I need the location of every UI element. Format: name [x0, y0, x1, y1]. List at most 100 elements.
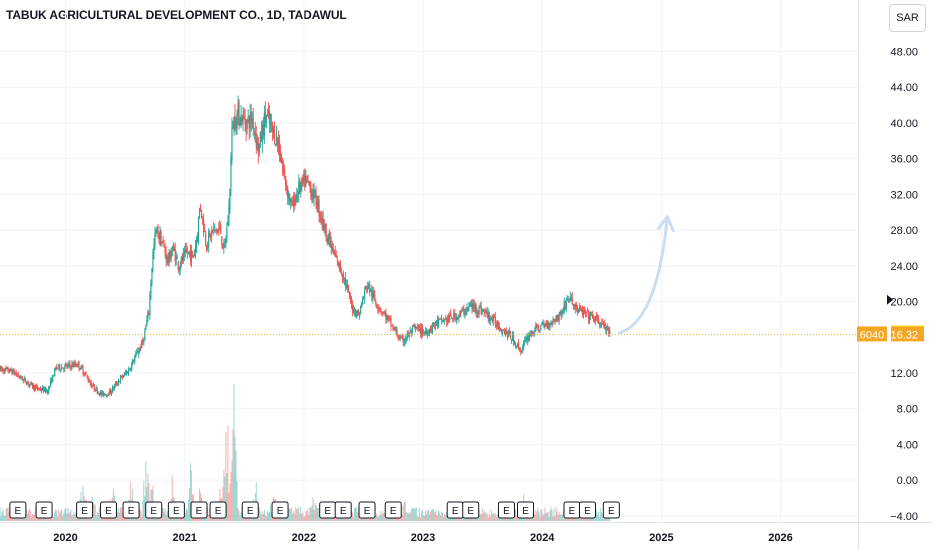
earnings-marker-box	[462, 501, 480, 519]
y-tick-label: 48.00	[890, 47, 918, 59]
earnings-marker[interactable]: E	[99, 501, 117, 519]
earnings-marker[interactable]: E	[497, 501, 515, 519]
candle-body	[148, 313, 150, 314]
candle-body	[355, 314, 358, 315]
earnings-marker[interactable]: E	[122, 501, 140, 519]
earnings-marker-box	[602, 501, 620, 519]
candle-body	[405, 338, 407, 341]
earnings-marker[interactable]: E	[9, 501, 27, 519]
candle-body	[7, 367, 9, 372]
candle-body	[461, 309, 463, 313]
candle-body	[216, 229, 218, 232]
candle-body	[18, 376, 20, 378]
earnings-marker[interactable]: E	[384, 501, 402, 519]
earnings-marker-label: E	[584, 506, 591, 517]
candle-body	[123, 372, 126, 376]
earnings-marker[interactable]: E	[578, 501, 596, 519]
candle-body	[359, 306, 362, 314]
candle-body	[133, 360, 135, 363]
candle-body	[108, 390, 110, 396]
candle-body	[243, 117, 245, 119]
earnings-marker[interactable]: E	[563, 501, 581, 519]
candle-body	[391, 325, 393, 327]
volume-bar	[357, 512, 359, 521]
volume-bar	[34, 507, 36, 521]
volume-bar	[163, 511, 165, 521]
candle-body	[528, 334, 530, 341]
volume-bar	[183, 515, 185, 521]
candle-body	[409, 330, 411, 333]
earnings-marker[interactable]: E	[76, 501, 94, 519]
candle-body	[268, 112, 271, 124]
candle-body	[609, 330, 611, 335]
candle-body	[65, 364, 67, 365]
volume-bar	[229, 483, 231, 521]
candle-body	[73, 362, 75, 366]
candle-body	[127, 371, 129, 374]
candle-body	[138, 351, 140, 355]
earnings-marker-label: E	[215, 506, 222, 517]
earnings-marker[interactable]: E	[334, 501, 352, 519]
earnings-marker[interactable]: E	[446, 501, 464, 519]
earnings-marker[interactable]: E	[209, 501, 227, 519]
candle-body	[117, 381, 120, 384]
candle-body	[464, 313, 466, 315]
volume-bar	[260, 514, 262, 521]
volume-bar	[431, 510, 433, 521]
candle-body	[322, 218, 324, 225]
earnings-marker[interactable]: E	[241, 501, 259, 519]
candle-body	[494, 316, 496, 325]
candle-body	[197, 217, 200, 237]
candle-body	[331, 245, 333, 251]
candle-body	[173, 247, 175, 251]
volume-bar	[544, 507, 546, 521]
earnings-marker[interactable]: E	[517, 501, 535, 519]
candle-body	[116, 384, 119, 385]
candle-body	[386, 316, 388, 321]
candle-body	[218, 228, 220, 230]
candle-body	[434, 324, 437, 326]
volume-bar	[356, 507, 358, 521]
volume-bar	[483, 510, 485, 521]
candle-body	[341, 274, 343, 277]
candle-body	[9, 368, 11, 372]
volume-bar	[289, 507, 291, 521]
candle-body	[144, 330, 146, 340]
earnings-marker[interactable]: E	[167, 501, 185, 519]
candle-body	[468, 305, 470, 307]
y-tick-label: 12.00	[890, 368, 918, 380]
volume-bar	[299, 513, 301, 521]
earnings-marker[interactable]: E	[319, 501, 337, 519]
volume-bar	[298, 506, 300, 521]
earnings-marker[interactable]: E	[35, 501, 53, 519]
candle-body	[450, 313, 452, 317]
candle-body	[147, 312, 149, 320]
volume-bar	[297, 509, 299, 521]
candle-body	[576, 305, 578, 313]
volume-bar	[65, 508, 67, 521]
earnings-marker[interactable]: E	[145, 501, 163, 519]
earnings-marker[interactable]: E	[462, 501, 480, 519]
candle-body	[48, 387, 50, 394]
volume-bar	[186, 510, 188, 521]
candle-body	[69, 363, 71, 366]
earnings-marker[interactable]: E	[271, 501, 289, 519]
candle-body	[314, 190, 316, 191]
candle-body	[53, 375, 55, 377]
candle-body	[373, 290, 375, 297]
y-tick-label: 8.00	[897, 404, 918, 416]
volume-bar	[0, 507, 1, 521]
earnings-marker[interactable]: E	[602, 501, 620, 519]
currency-button[interactable]: SAR	[889, 4, 926, 32]
volume-bar	[261, 511, 263, 521]
candle-body	[279, 153, 282, 161]
candle-body	[59, 364, 61, 370]
earnings-marker[interactable]: E	[190, 501, 208, 519]
candle-body	[169, 251, 171, 261]
candle-body	[350, 299, 353, 305]
earnings-marker[interactable]: E	[358, 501, 376, 519]
candle-body	[260, 131, 262, 141]
candle-body	[270, 121, 273, 123]
volume-bar	[536, 511, 538, 521]
